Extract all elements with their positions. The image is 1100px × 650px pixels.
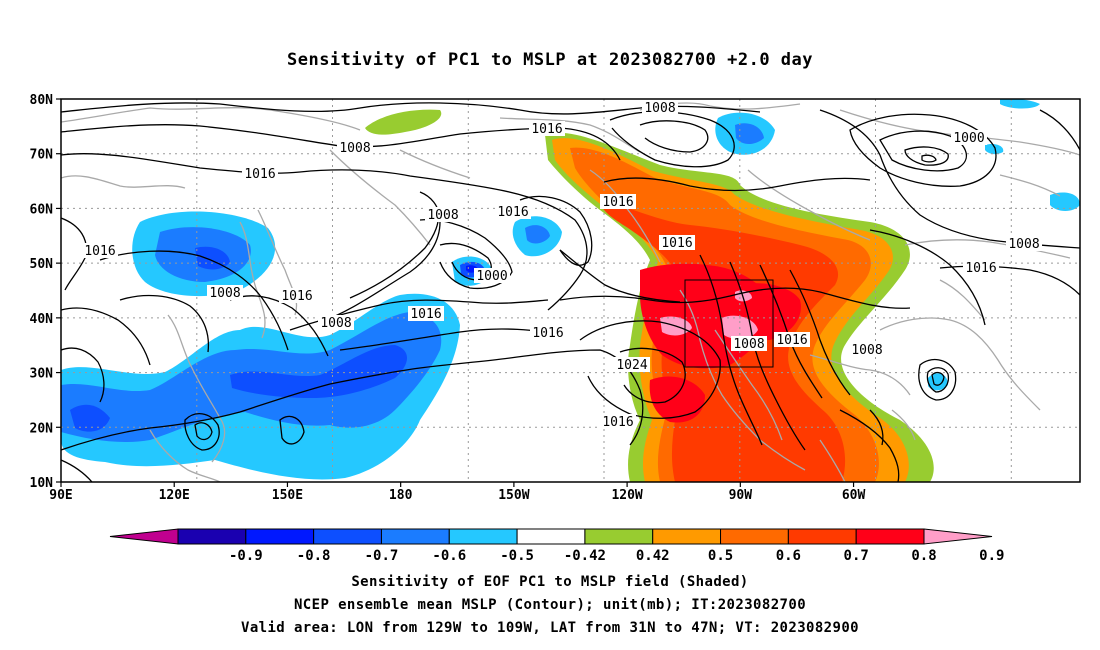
contour-label: 1008 (339, 141, 370, 156)
contour-label: 1016 (776, 333, 807, 348)
colorbar-label: 0.5 (708, 548, 733, 564)
valid-area-box (684, 279, 774, 368)
colorbar-swatch (855, 528, 925, 545)
colorbar-label: -0.7 (365, 548, 399, 564)
contour-label: 1016 (410, 307, 441, 322)
caption-line-3: Valid area: LON from 129W to 109W, LAT f… (240, 620, 859, 636)
caption-line-2: NCEP ensemble mean MSLP (Contour); unit(… (293, 597, 807, 613)
colorbar-label: 0.9 (979, 548, 1004, 564)
lon-label: 150W (498, 488, 529, 503)
colorbar-label: -0.6 (432, 548, 466, 564)
page-title: Sensitivity of PC1 to MSLP at 2023082700… (286, 50, 813, 70)
negative-sensitivity-shading (61, 99, 1080, 480)
lat-label: 40N (30, 312, 54, 327)
contour-label: 1008 (1008, 237, 1039, 252)
lat-label: 20N (30, 421, 54, 436)
longitude-labels: 90E 120E 150E 180 150W 120W 90W 60W (49, 482, 865, 503)
colorbar-swatch (177, 528, 247, 545)
lat-label: 30N (30, 367, 54, 382)
colorbar-swatch (652, 528, 722, 545)
contour-label: 1016 (497, 205, 528, 220)
contour-label: 1016 (281, 289, 312, 304)
latitude-labels: 80N 70N 60N 50N 40N 30N 20N 10N (30, 93, 61, 491)
lat-label: 80N (30, 93, 54, 108)
colorbar-swatch (380, 528, 450, 545)
contour-label: 1008 (427, 208, 458, 223)
contour-label: 1016 (531, 122, 562, 137)
contour-label: 1016 (602, 415, 633, 430)
lat-label: 60N (30, 202, 54, 217)
contour-label: 1016 (244, 167, 275, 182)
lon-label: 120W (611, 488, 642, 503)
colorbar-swatch (584, 528, 654, 545)
lat-label: 70N (30, 148, 54, 163)
contour-label: 1000 (476, 269, 507, 284)
lat-lon-grid (61, 99, 1080, 482)
colorbar-high-extension (923, 528, 993, 545)
contour-label: 1008 (320, 316, 351, 331)
contour-label: 1016 (661, 236, 692, 251)
lon-label: 180 (389, 488, 413, 503)
lat-label: 50N (30, 257, 54, 272)
colorbar-label: -0.8 (297, 548, 331, 564)
colorbar-label: 0.7 (844, 548, 869, 564)
contour-label: 1016 (602, 195, 633, 210)
colorbar-swatch (448, 528, 518, 545)
contour-label: 1008 (209, 286, 240, 301)
colorbar-label: -0.5 (500, 548, 534, 564)
contour-label: 1016 (84, 244, 115, 259)
colorbar-swatch (787, 528, 857, 545)
colorbar-label: 0.8 (911, 548, 936, 564)
contour-label: 1024 (616, 358, 647, 373)
contour-label: 1008 (644, 101, 675, 116)
colorbar-label: 0.6 (776, 548, 801, 564)
colorbar-swatch (245, 528, 315, 545)
colorbar-label: -0.42 (564, 548, 606, 564)
colorbar: -0.9 -0.8 -0.7 -0.6 -0.5 -0.42 0.42 0.5 0.6 0.7 0.… (109, 528, 1004, 564)
contour-label: 1016 (965, 261, 996, 276)
colorbar-swatch (313, 528, 382, 545)
lon-label: 90E (49, 488, 72, 503)
contour-label: 1000 (953, 131, 984, 146)
contour-label: 1008 (733, 337, 764, 352)
colorbar-label: 0.42 (636, 548, 670, 564)
lon-label: 120E (159, 488, 190, 503)
map-frame (60, 98, 1081, 483)
colorbar-label: -0.9 (229, 548, 263, 564)
colorbar-swatch (720, 528, 789, 545)
lon-label: 90W (729, 488, 753, 503)
lon-label: 150E (272, 488, 303, 503)
lon-label: 60W (842, 488, 866, 503)
contour-labels: 1008 1008 1016 1016 1016 1008 1016 1000 1016 1008… (82, 100, 1042, 430)
contour-label: 1008 (851, 343, 882, 358)
colorbar-low-extension (109, 528, 179, 545)
lat-label: 10N (30, 476, 54, 491)
caption-line-1: Sensitivity of EOF PC1 to MSLP field (Sh… (351, 574, 749, 590)
contour-label: 1016 (532, 326, 563, 341)
colorbar-swatch (516, 528, 586, 545)
